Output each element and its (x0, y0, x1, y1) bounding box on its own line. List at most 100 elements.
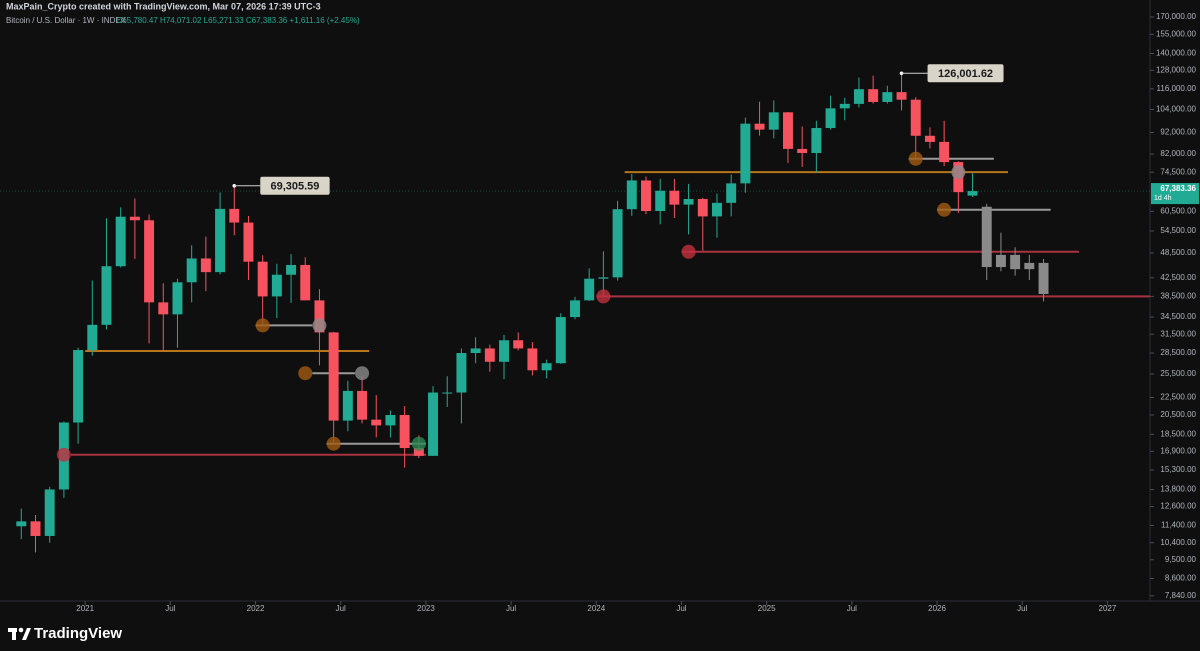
marker (298, 366, 313, 381)
y-tick-label: 170,000.00 (1156, 12, 1197, 21)
y-tick-label: 82,000.00 (1160, 149, 1196, 158)
y-tick-label: 48,500.00 (1160, 248, 1196, 257)
x-tick-label: 2023 (417, 604, 435, 613)
candle-body (129, 216, 140, 221)
candle-body (16, 521, 27, 527)
y-tick-label: 60,500.00 (1160, 206, 1196, 215)
x-tick-label: 2025 (758, 604, 776, 613)
annotation-label: 126,001.62 (938, 68, 993, 80)
marker (681, 244, 696, 259)
marker (908, 151, 923, 166)
x-tick-label: 2021 (76, 604, 94, 613)
candle-body (853, 89, 864, 104)
candle-body (456, 353, 467, 393)
y-tick-label: 9,500.00 (1165, 555, 1197, 564)
candle-body (541, 363, 552, 371)
candle-body (271, 274, 282, 297)
candle-body (669, 190, 680, 205)
candle-body (1038, 262, 1049, 294)
y-tick-label: 28,500.00 (1160, 348, 1196, 357)
candle-body (328, 332, 339, 421)
candle-body (257, 261, 268, 297)
candle-body (811, 128, 822, 153)
candle-body (882, 92, 893, 102)
candle-body (626, 180, 637, 210)
candle-body (158, 302, 169, 315)
logo-icon (8, 627, 31, 640)
ohlc: O65,780.47 H74,071.02 L65,271.33 C67,383… (116, 16, 360, 25)
candle-body (697, 199, 708, 217)
x-tick-label: Jul (336, 604, 346, 613)
y-tick-label: 116,000.00 (1157, 84, 1197, 93)
candle-body (144, 220, 155, 303)
candle-body (413, 448, 424, 456)
y-tick-label: 18,500.00 (1160, 429, 1196, 438)
candle-body (782, 112, 793, 149)
candle-body (314, 300, 325, 333)
candle-body (200, 258, 211, 273)
candle-body (612, 209, 623, 278)
candle-body (172, 282, 183, 315)
candle-body (995, 254, 1006, 268)
candle-body (825, 108, 836, 129)
candle-body (229, 208, 240, 223)
y-tick-label: 140,000.00 (1156, 49, 1197, 58)
y-tick-label: 10,400.00 (1160, 538, 1196, 547)
marker (596, 289, 611, 304)
candle-body (442, 392, 453, 394)
candle-body (30, 521, 41, 536)
candle-body (186, 258, 197, 283)
candle-body (967, 191, 978, 196)
x-tick-label: Jul (676, 604, 686, 613)
last-price-tag (1151, 183, 1199, 205)
y-tick-label: 7,840.00 (1165, 591, 1197, 600)
candle-body (399, 415, 410, 449)
y-tick-label: 54,500.00 (1160, 226, 1196, 235)
candle-body (570, 300, 580, 318)
y-tick-label: 12,600.00 (1160, 502, 1196, 511)
marker (326, 436, 341, 451)
candle-body (584, 278, 595, 301)
x-tick-label: 2027 (1099, 604, 1117, 613)
y-tick-label: 22,500.00 (1160, 393, 1196, 402)
candle-body (712, 202, 722, 217)
candle-body (726, 183, 737, 203)
candle-body (357, 390, 368, 420)
marker (355, 366, 370, 381)
candle-body (44, 489, 55, 536)
y-tick-label: 8,600.00 (1165, 574, 1197, 583)
last-price-countdown: 1d 4h (1154, 195, 1172, 202)
candle-body (768, 112, 779, 130)
candle-body (598, 277, 609, 279)
x-tick-label: 2026 (928, 604, 946, 613)
x-tick-label: 2024 (587, 604, 605, 613)
y-tick-label: 128,000.00 (1156, 65, 1197, 74)
candle-body (499, 340, 509, 362)
y-tick-label: 15,300.00 (1160, 465, 1196, 474)
candle-body (115, 216, 126, 267)
candle-body (555, 317, 566, 364)
y-tick-label: 16,900.00 (1160, 446, 1196, 455)
x-tick-label: Jul (506, 604, 516, 613)
annotation-box (260, 176, 330, 195)
candle-body (1010, 254, 1021, 270)
candle-body (342, 390, 353, 421)
candle-body (527, 348, 538, 371)
candle-body (924, 135, 935, 142)
candle-body (428, 392, 438, 456)
candle-body (470, 348, 481, 354)
y-tick-label: 34,500.00 (1160, 312, 1196, 321)
candle-body (1024, 262, 1035, 270)
x-tick-label: Jul (165, 604, 175, 613)
candle-body (101, 266, 112, 325)
marker (411, 436, 426, 451)
candle-body (910, 99, 921, 136)
candle-body (754, 123, 765, 130)
marker (937, 202, 952, 217)
candle-body (300, 264, 311, 301)
symbol: Bitcoin / U.S. Dollar · 1W · INDEX (6, 16, 127, 25)
y-tick-label: 92,000.00 (1160, 128, 1196, 137)
candle-body (981, 206, 992, 268)
